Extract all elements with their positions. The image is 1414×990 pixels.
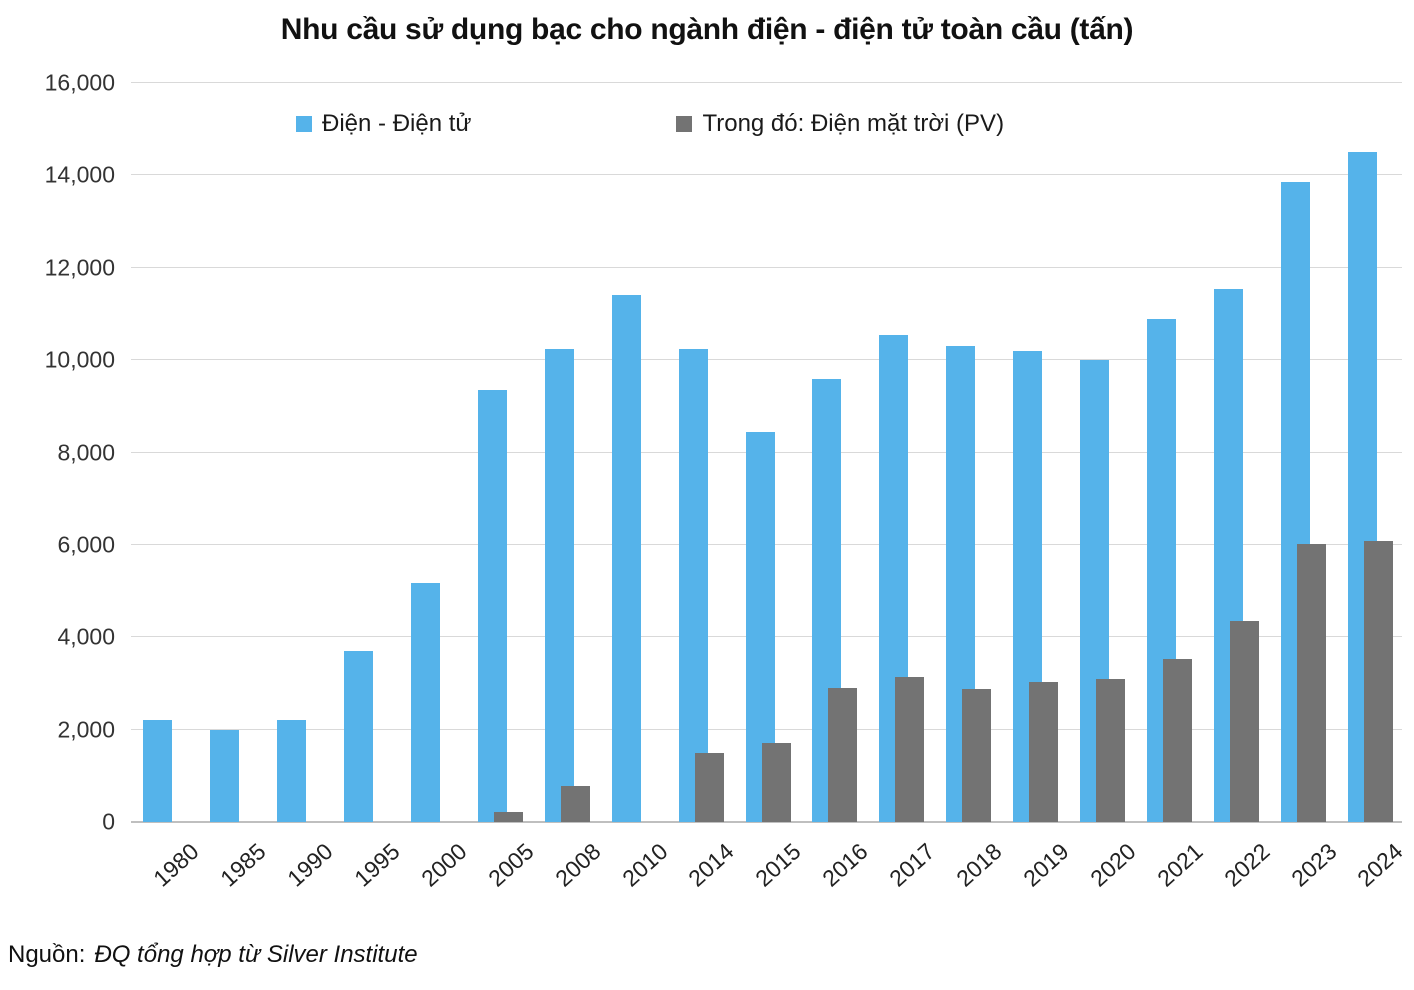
x-tick-label-2017: 2017 xyxy=(884,838,940,892)
bar-pv-2024 xyxy=(1363,541,1393,822)
bar-pv-2008 xyxy=(560,785,590,822)
x-tick-label-2016: 2016 xyxy=(817,838,873,892)
bar-electronics-2000 xyxy=(411,583,441,822)
bar-electronics-2010 xyxy=(611,295,641,822)
legend-label-dien-mat-troi-pv: Trong đó: Điện mặt trời (PV) xyxy=(702,110,1005,137)
x-tick-label-2014: 2014 xyxy=(683,838,740,892)
bar-pv-2020 xyxy=(1095,678,1125,822)
bar-electronics-2005 xyxy=(477,390,507,822)
source-note: Nguồn: ĐQ tổng hợp từ Silver Institute xyxy=(8,941,418,969)
source-prefix: Nguồn: xyxy=(8,941,86,968)
y-tick-label-14000: 14,000 xyxy=(44,161,115,188)
bar-pv-2017 xyxy=(895,676,925,822)
x-tick-label-1985: 1985 xyxy=(215,838,271,892)
legend-label-dien-dien-tu: Điện - Điện tử xyxy=(322,110,472,137)
bar-pv-2021 xyxy=(1162,658,1192,822)
bar-electronics-2014 xyxy=(678,348,708,822)
y-tick-label-6000: 6,000 xyxy=(57,531,115,558)
y-tick-label-2000: 2,000 xyxy=(57,716,115,743)
y-axis-labels: 0 2,000 4,000 6,000 8,000 10,000 12,000 14,000 1… xyxy=(0,70,115,835)
bar-pv-2016 xyxy=(828,688,858,822)
legend: Điện - Điện tử Trong đó: Điện mặt trời (… xyxy=(296,110,1004,138)
bar-electronics-1985 xyxy=(210,729,240,822)
bar-pv-2018 xyxy=(962,688,992,822)
gridline-10000 xyxy=(131,359,1402,361)
bar-electronics-2008 xyxy=(544,348,574,822)
bar-pv-2015 xyxy=(761,743,791,822)
y-tick-label-4000: 4,000 xyxy=(57,623,115,650)
bar-pv-2022 xyxy=(1229,621,1259,822)
x-tick-label-1995: 1995 xyxy=(349,838,405,892)
chart-title: Nhu cầu sử dụng bạc cho ngành điện - điệ… xyxy=(280,13,1134,46)
plot-area xyxy=(131,82,1402,823)
bar-pv-2019 xyxy=(1029,682,1059,822)
x-tick-label-2020: 2020 xyxy=(1084,838,1141,892)
bar-pv-2023 xyxy=(1296,543,1326,822)
x-tick-label-2021: 2021 xyxy=(1151,838,1208,892)
bar-electronics-1995 xyxy=(344,651,374,822)
x-axis-line xyxy=(131,821,1402,823)
bar-pv-2014 xyxy=(694,752,724,822)
legend-swatch-blue-icon xyxy=(296,116,312,132)
x-tick-label-2019: 2019 xyxy=(1018,838,1074,892)
legend-item-dien-dien-tu: Điện - Điện tử xyxy=(296,110,471,138)
bar-pv-2005 xyxy=(493,811,523,822)
x-tick-label-2005: 2005 xyxy=(482,838,539,892)
x-tick-label-2022: 2022 xyxy=(1218,838,1275,892)
bar-electronics-1990 xyxy=(277,720,307,822)
x-axis-labels: 1980 1985 1990 1995 2000 2005 2008 2010 2014 2015… xyxy=(131,838,1408,938)
gridline-12000 xyxy=(131,266,1402,268)
x-tick-label-2023: 2023 xyxy=(1285,838,1342,892)
x-tick-label-1980: 1980 xyxy=(148,838,204,892)
x-tick-label-2000: 2000 xyxy=(416,838,472,892)
y-tick-label-8000: 8,000 xyxy=(57,439,115,465)
x-tick-label-2024: 2024 xyxy=(1352,838,1408,892)
y-tick-label-0: 0 xyxy=(102,808,115,835)
bar-electronics-1980 xyxy=(143,720,173,822)
legend-swatch-gray-icon xyxy=(676,116,693,132)
y-tick-label-16000: 16,000 xyxy=(44,69,115,96)
x-tick-label-2008: 2008 xyxy=(549,838,606,892)
legend-item-dien-mat-troi-pv: Trong đó: Điện mặt trời (PV) xyxy=(676,110,1004,138)
gridline-16000 xyxy=(131,82,1402,83)
y-tick-label-12000: 12,000 xyxy=(44,254,115,281)
x-tick-label-1990: 1990 xyxy=(282,838,338,892)
x-tick-label-2015: 2015 xyxy=(750,838,806,892)
source-text: ĐQ tổng hợp từ Silver Institute xyxy=(94,941,418,968)
x-tick-label-2010: 2010 xyxy=(616,838,673,892)
y-tick-label-10000: 10,000 xyxy=(44,346,115,373)
gridline-14000 xyxy=(131,174,1402,176)
x-tick-label-2018: 2018 xyxy=(951,838,1007,892)
